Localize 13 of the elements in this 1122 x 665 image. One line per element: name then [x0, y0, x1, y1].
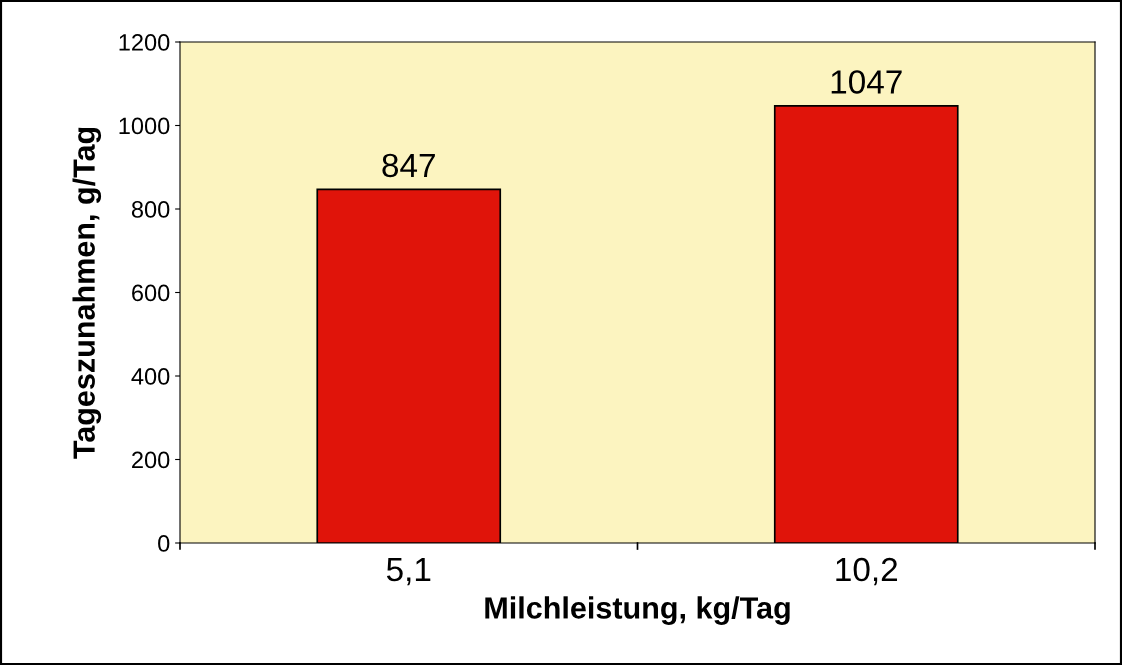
x-tick-label: 10,2 [836, 557, 898, 586]
y-tick-label: 800 [131, 201, 170, 218]
y-tick-label: 1200 [119, 34, 170, 51]
y-tick-label: 200 [132, 451, 170, 469]
y-axis-title: Tageszunahmen, g/Tag [72, 127, 102, 459]
x-tick-label: 5,1 [386, 558, 431, 586]
y-tick-label: 600 [132, 284, 170, 302]
data-label: 847 [382, 153, 435, 178]
y-tick-label: 400 [131, 368, 170, 385]
y-tick-label: 0 [158, 535, 170, 552]
x-axis-title: Milchleistung, kg/Tag [485, 596, 790, 625]
data-label: 1047 [831, 70, 902, 94]
y-tick-label: 1000 [119, 117, 170, 135]
